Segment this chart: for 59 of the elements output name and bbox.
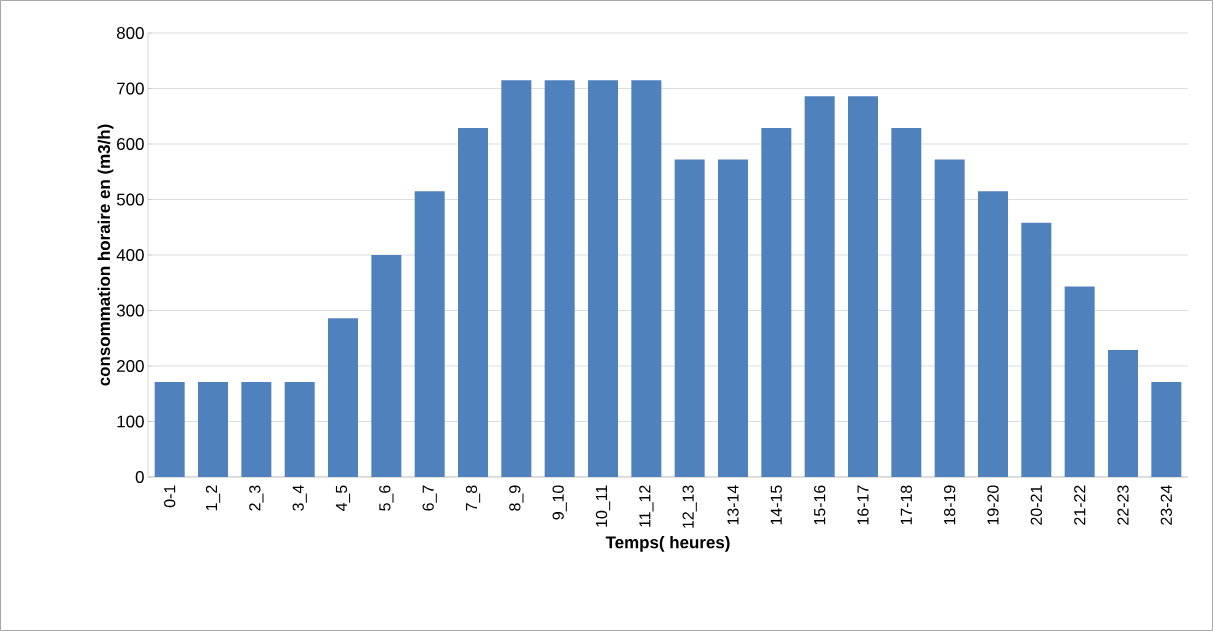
bar: [241, 382, 272, 477]
bar: [154, 382, 185, 477]
bar: [371, 254, 402, 477]
bar: [1021, 222, 1052, 477]
x-tick-label: 6_7: [422, 485, 437, 511]
y-tick-label: 0: [135, 470, 144, 483]
bar: [328, 318, 359, 477]
y-tick-label: 600: [117, 137, 144, 150]
x-tick-label: 3_4: [292, 485, 307, 511]
x-tick-label: 17-18: [900, 485, 912, 525]
x-tick-label: 5_6: [379, 485, 394, 511]
bar: [458, 127, 489, 477]
x-tick-label: 23-24: [1160, 485, 1172, 525]
bar: [198, 382, 229, 477]
x-tick-label: 15-16: [814, 485, 826, 525]
x-axis-title: Temps( heures): [605, 535, 730, 552]
x-tick-label: 7_8: [465, 485, 481, 511]
x-tick-label: 19-20: [987, 485, 999, 525]
x-tick-label: 2_3: [249, 485, 264, 511]
bar: [1064, 286, 1095, 477]
y-tick-label: 200: [117, 359, 144, 372]
bar: [804, 96, 835, 477]
x-tick-label: 0-1: [164, 485, 176, 508]
y-tick-label: 400: [116, 248, 144, 261]
x-tick-label: 8_9: [509, 485, 524, 511]
bar: [284, 382, 315, 477]
y-tick-label: 700: [117, 82, 144, 95]
y-tick-label: 300: [116, 304, 144, 317]
bar: [978, 191, 1008, 477]
x-tick-label: 1_2: [205, 485, 221, 511]
x-tick-label: 4_5: [335, 485, 351, 511]
bar: [501, 80, 532, 477]
bar: [674, 159, 705, 477]
x-tick-label: 18-19: [944, 485, 956, 525]
bar: [631, 80, 662, 477]
x-tick-label: 21-22: [1074, 485, 1086, 525]
bar: [588, 80, 618, 477]
y-tick-label: 100: [117, 415, 144, 428]
x-tick-label: 13-14: [727, 485, 739, 525]
x-tick-label: 11_12: [639, 485, 654, 527]
y-tick-label: 800: [116, 26, 144, 39]
bar: [761, 127, 792, 477]
x-tick-label: 16-17: [857, 485, 869, 525]
bar: [414, 191, 445, 477]
x-tick-label: 14-15: [770, 485, 782, 525]
y-axis-title: consommation horaire en (m3/h): [97, 124, 114, 386]
bar: [891, 127, 922, 477]
x-tick-label: 12_13: [682, 485, 697, 528]
bar: [1108, 349, 1138, 477]
x-tick-label: 9_10: [552, 485, 567, 520]
bar: [848, 96, 878, 477]
y-tick-label: 500: [116, 193, 144, 206]
x-tick-label: 10_11: [595, 485, 611, 527]
bar: [934, 159, 965, 477]
bar: [1151, 382, 1182, 477]
bar: [544, 80, 575, 477]
bar: [718, 159, 748, 477]
x-tick-label: 22-23: [1117, 485, 1129, 525]
x-tick-label: 20-21: [1030, 485, 1042, 525]
